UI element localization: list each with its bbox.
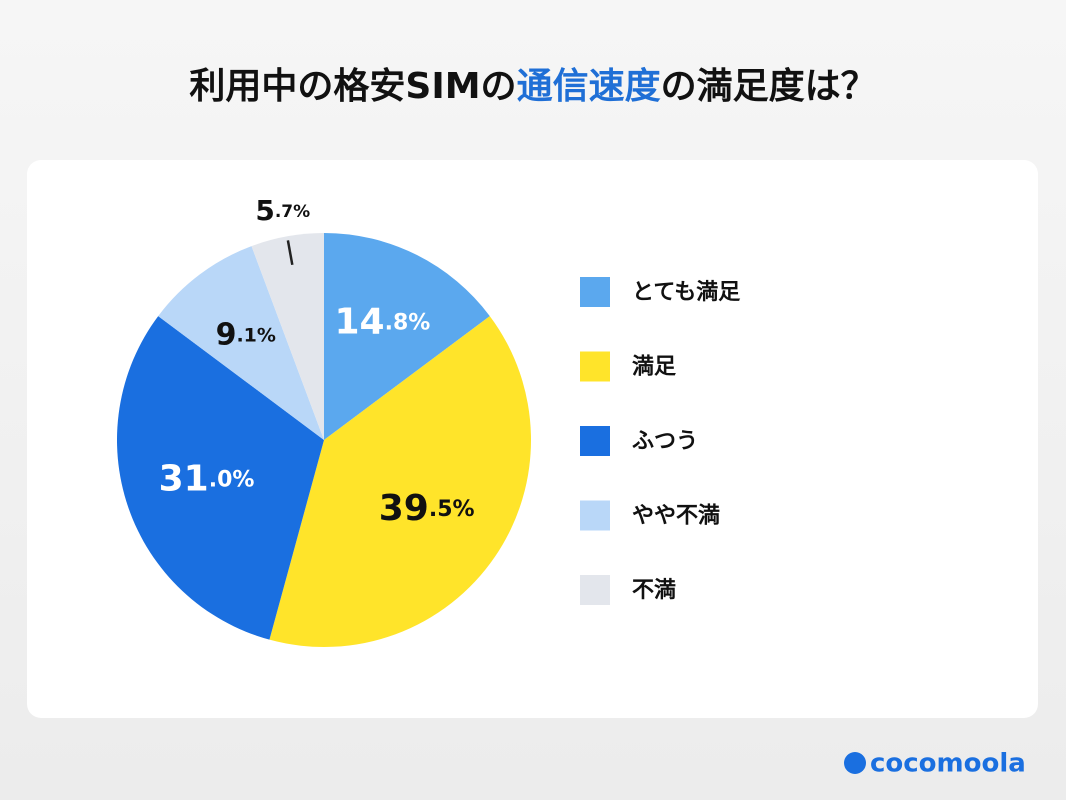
pie-slice — [269, 316, 531, 647]
data-label-part: 31 — [159, 458, 209, 499]
data-label-part: .8% — [385, 310, 431, 335]
data-label-part: .5% — [429, 497, 475, 522]
pie-slice — [324, 233, 490, 440]
legend-swatch — [580, 575, 610, 605]
chart-title: 利用中の格安SIMの通信速度の満足度は？ — [189, 66, 876, 107]
brand-name: cocomoola — [870, 749, 1026, 779]
legend-label: とても満足 — [632, 279, 740, 305]
data-label: 9.1% — [216, 317, 276, 352]
brand-icon — [844, 752, 866, 774]
data-label: 39.5% — [379, 488, 475, 529]
brand-logo: cocomoola — [844, 749, 1026, 779]
data-label-part: 5 — [255, 194, 274, 227]
legend-swatch — [580, 351, 610, 382]
data-label-part: 14 — [335, 301, 385, 342]
title-part: の満足度は？ — [661, 66, 877, 107]
legend-swatch — [580, 426, 610, 456]
legend-label: 満足 — [632, 354, 676, 380]
leader-line — [286, 240, 294, 266]
pie-slice — [117, 316, 324, 640]
data-label: 5.7% — [255, 194, 310, 227]
legend-label: 不満 — [632, 577, 676, 603]
pie-slice — [251, 233, 324, 440]
data-label-part: .7% — [275, 202, 310, 222]
data-label-part: 39 — [379, 488, 429, 529]
data-label-part: .0% — [209, 467, 255, 492]
data-label-part: 9 — [216, 317, 237, 352]
pie-slice — [158, 246, 324, 440]
title-part: 通信速度 — [517, 66, 661, 107]
legend-swatch — [580, 277, 610, 307]
legend-label: やや不満 — [632, 503, 720, 529]
legend-label: ふつう — [632, 429, 698, 454]
title-part: 利用中の格安SIMの — [189, 66, 516, 107]
data-label: 14.8% — [335, 301, 431, 342]
data-label-part: .1% — [236, 324, 275, 346]
data-label: 31.0% — [159, 458, 255, 499]
legend-swatch — [580, 500, 610, 531]
